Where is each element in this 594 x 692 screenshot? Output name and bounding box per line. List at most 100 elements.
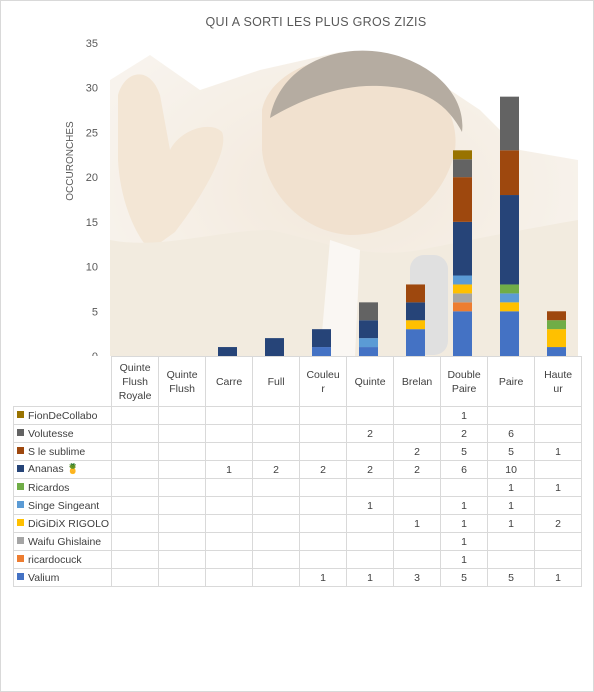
- table-cell: [205, 532, 254, 551]
- bar-stacks: [218, 96, 566, 356]
- table-cell: [111, 496, 160, 515]
- category-header: Haute ur: [534, 356, 583, 407]
- bar-segment: [406, 284, 425, 303]
- chart-area: QUI A SORTI LES PLUS GROS ZIZIS OCCURONC…: [65, 15, 578, 356]
- table-row: Waifu Ghislaine 1: [12, 532, 583, 551]
- series-name: Ananas: [28, 463, 64, 475]
- table-cell: [346, 478, 395, 497]
- series-name: Ricardos: [28, 481, 70, 494]
- table-cell: 1: [487, 514, 536, 533]
- category-header: Couleu r: [299, 356, 348, 407]
- legend-entry: S le sublime: [12, 442, 113, 461]
- table-cell: [299, 514, 348, 533]
- bar-segment: [547, 311, 566, 321]
- bar-segment: [453, 159, 472, 178]
- table-cell: 1: [487, 496, 536, 515]
- table-cell: [534, 532, 583, 551]
- category-header: Double Paire: [440, 356, 489, 407]
- y-tick-label: 5: [92, 306, 98, 318]
- legend-swatch: [17, 501, 24, 509]
- table-cell: [158, 460, 207, 479]
- series-name: S le sublime: [28, 445, 86, 458]
- legend-swatch: [17, 411, 24, 419]
- table-cell: [393, 550, 442, 569]
- pineapple-icon: 🍍: [66, 464, 80, 475]
- table-cell: [299, 496, 348, 515]
- table-cell: [205, 424, 254, 443]
- category-header: Quinte Flush Royale: [111, 356, 160, 407]
- y-axis-label: OCCURONCHES: [65, 121, 76, 201]
- legend-swatch: [17, 573, 24, 581]
- table-cell: [158, 550, 207, 569]
- bar-segment: [547, 329, 566, 348]
- y-tick-label: 10: [86, 262, 98, 274]
- table-cell: [252, 514, 301, 533]
- bar-segment: [218, 347, 237, 356]
- table-cell: [252, 550, 301, 569]
- table-cell: [534, 550, 583, 569]
- series-name: Volutesse: [28, 427, 74, 440]
- series-name: DiGiDiX RIGOLO: [28, 517, 110, 530]
- y-tick-label: 30: [86, 83, 98, 95]
- bar-segment: [359, 347, 378, 356]
- table-cell: 1: [346, 568, 395, 587]
- table-cell: [158, 406, 207, 425]
- table-cell: 1: [299, 568, 348, 587]
- table-cell: [393, 424, 442, 443]
- table-cell: [111, 424, 160, 443]
- table-row: Ricardos 1 1: [12, 478, 583, 497]
- series-name: Waifu Ghislaine: [28, 535, 102, 548]
- table-cell: [205, 568, 254, 587]
- table-cell: [299, 424, 348, 443]
- bar-segment: [359, 338, 378, 348]
- table-cell: 2: [346, 424, 395, 443]
- y-tick-label: 15: [86, 217, 98, 229]
- bar-segment: [453, 302, 472, 312]
- legend-swatch: [17, 447, 24, 455]
- bar-segment: [547, 320, 566, 330]
- legend-entry: Ricardos: [12, 478, 113, 497]
- table-cell: [299, 442, 348, 461]
- table-cell: 6: [487, 424, 536, 443]
- table-cell: 6: [440, 460, 489, 479]
- table-cell: [111, 532, 160, 551]
- table-cell: 2: [346, 460, 395, 479]
- table-cell: [534, 424, 583, 443]
- table-cell: [205, 478, 254, 497]
- table-cell: [393, 532, 442, 551]
- table-cell: [205, 406, 254, 425]
- table-cell: [487, 550, 536, 569]
- table-row: Valium 1 1 3 5 5 1: [12, 568, 583, 587]
- series-name: FionDeCollabo: [28, 409, 98, 422]
- legend-entry: DiGiDiX RIGOLO: [12, 514, 113, 533]
- table-cell: 2: [299, 460, 348, 479]
- table-cell: 3: [393, 568, 442, 587]
- table-cell: [158, 532, 207, 551]
- table-cell: [534, 406, 583, 425]
- table-cell: [111, 514, 160, 533]
- table-cell: 1: [534, 568, 583, 587]
- table-cell: [111, 568, 160, 587]
- table-row: Singe Singeant 1 1 1: [12, 496, 583, 515]
- bar-segment: [547, 347, 566, 356]
- table-cell: [346, 532, 395, 551]
- table-cell: 1: [534, 442, 583, 461]
- table-row: DiGiDiX RIGOLO 1 1 1 2: [12, 514, 583, 533]
- table-cell: 5: [440, 568, 489, 587]
- legend-swatch: [17, 483, 24, 491]
- legend-swatch: [17, 555, 24, 563]
- table-cell: [158, 424, 207, 443]
- table-cell: [393, 478, 442, 497]
- table-cell: [111, 460, 160, 479]
- data-table: Quinte Flush Royale Quinte Flush Carre Full Cou…: [12, 356, 583, 587]
- table-cell: 1: [440, 514, 489, 533]
- category-header: Quinte: [346, 356, 395, 407]
- table-row: Ananas 🍍 1 2 2 2 2 6 10: [12, 460, 583, 479]
- table-cell: 1: [346, 496, 395, 515]
- table-cell: 1: [440, 406, 489, 425]
- category-header: Paire: [487, 356, 536, 407]
- table-cell: [205, 496, 254, 515]
- bar-segment: [453, 177, 472, 222]
- bar-segment: [406, 320, 425, 330]
- bar-segment: [453, 150, 472, 160]
